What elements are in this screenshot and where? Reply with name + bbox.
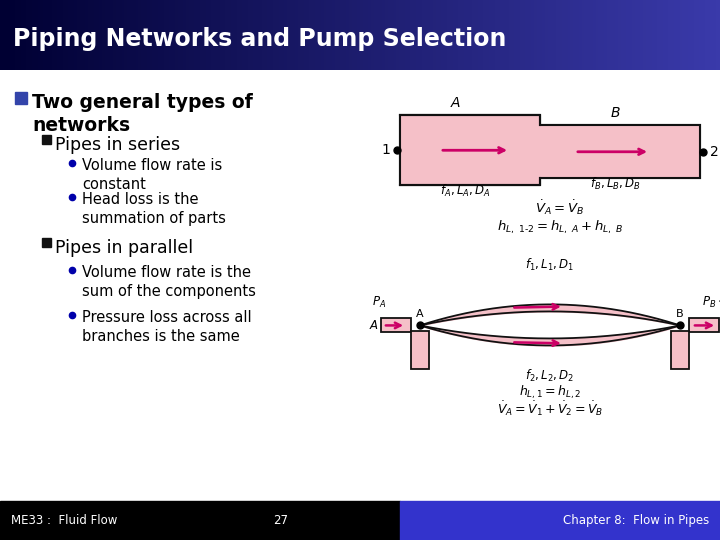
Text: $f_A, L_A, D_A$: $f_A, L_A, D_A$ [440,183,490,199]
Text: $h_{L,1} = h_{L,2}$: $h_{L,1} = h_{L,2}$ [519,383,581,401]
Bar [15,92,27,104]
Text: $\dot{V}_A = \dot{V}_1 + \dot{V}_2 = \dot{V}_B$: $\dot{V}_A = \dot{V}_1 + \dot{V}_2 = \do… [497,399,603,417]
Bar [540,125,700,178]
Text: $A$: $A$ [369,319,379,332]
Text: $\dot{V}_A = \dot{V}_B$: $\dot{V}_A = \dot{V}_B$ [536,199,585,218]
Text: A: A [416,309,424,320]
Bar [541,126,699,178]
Bar [689,319,719,333]
Text: 1: 1 [381,143,390,157]
Text: Chapter 8:  Flow in Pipes: Chapter 8: Flow in Pipes [563,514,709,527]
Text: $P_A$: $P_A$ [372,294,386,309]
Text: $h_{L,\ 1\text{-}2} = h_{L,\ A} + h_{L,\ B}$: $h_{L,\ 1\text{-}2} = h_{L,\ A} + h_{L,\… [497,219,624,237]
Text: 2: 2 [710,145,719,159]
Text: $P_B < P_A$: $P_B < P_A$ [702,294,720,309]
Text: $f_B, L_B, D_B$: $f_B, L_B, D_B$ [590,176,641,192]
Text: B: B [676,309,684,320]
Text: Pipes in series: Pipes in series [55,136,180,154]
Text: Head loss is the
summation of parts: Head loss is the summation of parts [82,192,226,226]
Text: $f_2, L_2, D_2$: $f_2, L_2, D_2$ [526,368,575,383]
Text: ME33 :  Fluid Flow: ME33 : Fluid Flow [11,514,117,527]
Text: 27: 27 [274,514,288,527]
Text: A: A [450,96,460,110]
Text: B: B [611,106,620,120]
Bar [411,332,429,369]
Text: $f_1, L_1, D_1$: $f_1, L_1, D_1$ [526,258,575,273]
Bar [42,238,51,247]
Bar [381,319,411,333]
Bar [401,116,539,185]
Text: Two general types of
networks: Two general types of networks [32,93,253,135]
Text: Piping Networks and Pump Selection: Piping Networks and Pump Selection [13,26,506,51]
Text: Pipes in parallel: Pipes in parallel [55,239,193,258]
Text: Volume flow rate is
constant: Volume flow rate is constant [82,158,222,192]
Bar [0,501,400,540]
Text: Volume flow rate is the
sum of the components: Volume flow rate is the sum of the compo… [82,265,256,299]
Polygon shape [400,115,700,185]
Bar [400,115,540,185]
Text: Pressure loss across all
branches is the same: Pressure loss across all branches is the… [82,310,251,344]
Bar [400,501,720,540]
Bar [42,135,51,144]
Bar [671,332,689,369]
